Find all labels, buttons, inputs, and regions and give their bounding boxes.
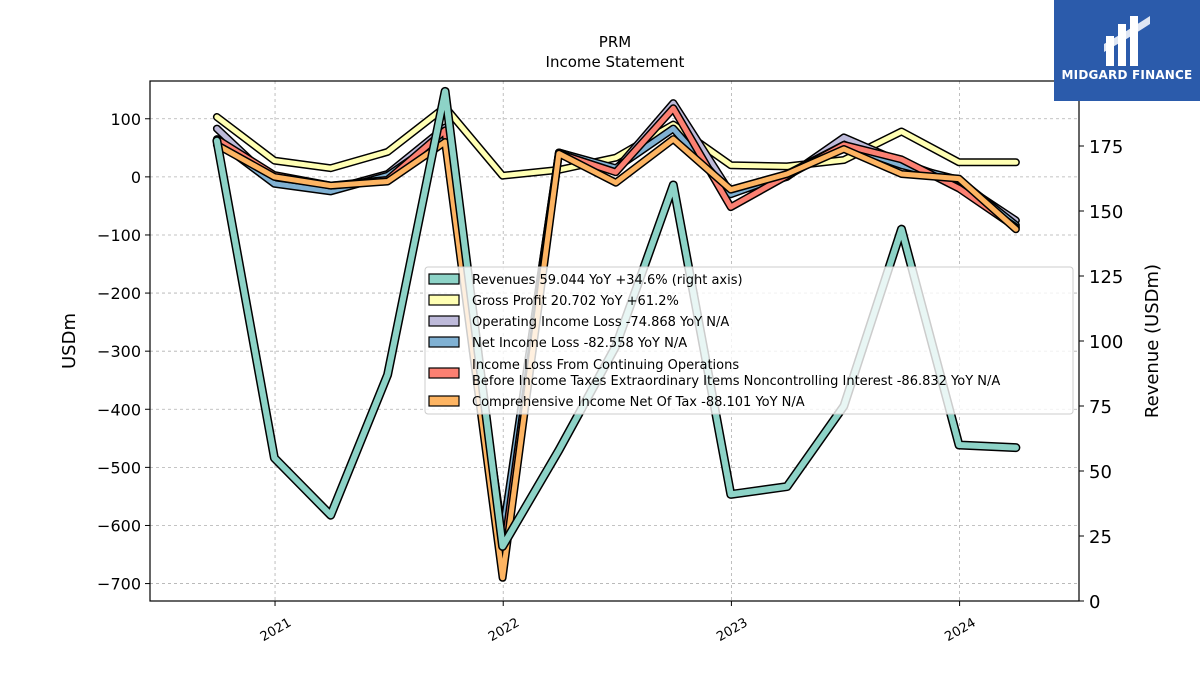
legend-label-3: Net Income Loss -82.558 YoY N/A xyxy=(472,336,687,351)
legend-label-line: Operating Income Loss -74.868 YoY N/A xyxy=(472,315,729,330)
y2-tick-label: 75 xyxy=(1089,397,1112,418)
brand-name: MIDGARD FINANCE xyxy=(1061,68,1193,82)
y2-tick-label: 175 xyxy=(1089,137,1123,158)
midgard-logo-icon xyxy=(1104,16,1150,66)
y2-axis-label: Revenue (USDm) xyxy=(1142,264,1163,418)
legend-swatch-2 xyxy=(428,315,460,327)
y-tick-label: −400 xyxy=(97,400,141,419)
chart-subtitle: Income Statement xyxy=(546,53,685,71)
legend-label-line: Before Income Taxes Extraordinary Items … xyxy=(472,374,1000,389)
y-tick-label: −300 xyxy=(97,342,141,361)
right-axis: 0 25 50 75 100 125 150 175 xyxy=(1079,137,1123,613)
left-axis: 100 0 −100 −200 −300 −400 −500 −600 −700 xyxy=(97,110,150,594)
legend-label-5: Comprehensive Income Net Of Tax -88.101 … xyxy=(472,395,805,410)
y2-tick-label: 125 xyxy=(1089,267,1123,288)
x-tick-label: 2023 xyxy=(714,615,750,645)
y2-tick-label: 100 xyxy=(1089,332,1123,353)
legend-box xyxy=(424,266,1074,415)
legend-swatch-4 xyxy=(428,367,460,379)
y2-tick-label: 0 xyxy=(1089,592,1100,613)
x-tick-label: 2021 xyxy=(258,615,294,645)
legend-swatch-0 xyxy=(428,273,460,285)
legend-label-0: Revenues 59.044 YoY +34.6% (right axis) xyxy=(472,273,743,288)
x-axis: 2021 2022 2023 2024 xyxy=(258,601,979,645)
y-tick-label: −600 xyxy=(97,516,141,535)
y2-tick-label: 25 xyxy=(1089,527,1112,548)
series-line-4 xyxy=(214,136,1019,581)
y-tick-label: −200 xyxy=(97,284,141,303)
legend-label-line: Gross Profit 20.702 YoY +61.2% xyxy=(472,294,679,309)
legend-label-2: Operating Income Loss -74.868 YoY N/A xyxy=(472,315,729,330)
legend-label-line: Income Loss From Continuing Operations xyxy=(472,358,739,373)
legend-label-4: Income Loss From Continuing Operations Be… xyxy=(472,358,1000,389)
y-tick-label: −700 xyxy=(97,575,141,594)
y-tick-label: 100 xyxy=(110,110,141,129)
chart-legend: Revenues 59.044 YoY +34.6% (right axis) G… xyxy=(424,266,1074,415)
legend-label-line: Comprehensive Income Net Of Tax -88.101 … xyxy=(472,395,805,410)
legend-label-line: Net Income Loss -82.558 YoY N/A xyxy=(472,336,687,351)
legend-label-1: Gross Profit 20.702 YoY +61.2% xyxy=(472,294,679,309)
legend-swatch-5 xyxy=(428,395,460,407)
legend-swatch-3 xyxy=(428,336,460,348)
y-tick-label: 0 xyxy=(131,168,141,187)
brand-logo: MIDGARD FINANCE xyxy=(1054,0,1200,101)
x-tick-label: 2024 xyxy=(942,615,978,645)
legend-label-line: Revenues 59.044 YoY +34.6% (right axis) xyxy=(472,273,743,288)
y2-tick-label: 150 xyxy=(1089,202,1123,223)
x-tick-label: 2022 xyxy=(486,615,522,645)
legend-swatch-1 xyxy=(428,294,460,306)
y2-tick-label: 50 xyxy=(1089,462,1112,483)
chart-title: PRM xyxy=(599,33,631,51)
y-axis-label: USDm xyxy=(59,313,80,369)
y-tick-label: −500 xyxy=(97,458,141,477)
series-line-0 xyxy=(214,104,1019,179)
y-tick-label: −100 xyxy=(97,226,141,245)
